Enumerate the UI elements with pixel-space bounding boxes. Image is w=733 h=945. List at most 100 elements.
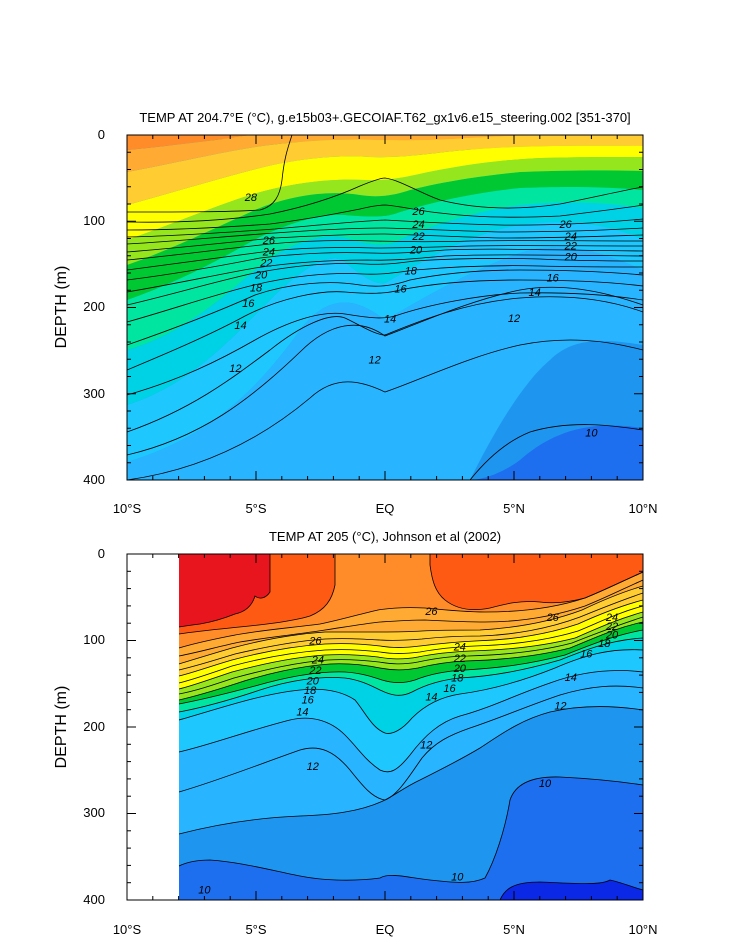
top-isotherm-19 xyxy=(127,254,643,293)
bot-band-below-9 xyxy=(500,880,643,900)
top-band-13-14 xyxy=(127,135,643,405)
top-tick-marks xyxy=(126,134,644,481)
bot-isotherm-25 xyxy=(178,579,643,657)
bot-contour-label-24: 10 xyxy=(539,778,552,790)
bot-x-tick-label-10s: 10°S xyxy=(113,922,142,937)
top-isotherm-14 xyxy=(127,292,643,396)
top-x-tick-label-5s: 5°S xyxy=(245,501,266,516)
bot-isotherm-23 xyxy=(178,592,643,671)
bot-contour-label-9: 24 xyxy=(453,642,466,654)
bot-contour-label-10: 22 xyxy=(453,653,466,665)
bottom-isotherms xyxy=(178,554,643,900)
top-isotherm-10 xyxy=(469,424,643,480)
top-contour-label-11: 22 xyxy=(564,240,577,252)
top-x-tick-label-10s: 10°S xyxy=(113,501,142,516)
top-contour-label-21: 18 xyxy=(250,283,263,295)
top-isotherm-24 xyxy=(127,227,643,245)
top-contour-label-22: 16 xyxy=(242,298,255,310)
top-contour-label-17: 26 xyxy=(262,235,276,247)
bot-isotherm-15 xyxy=(178,637,643,713)
bot-contour-label-13: 16 xyxy=(443,683,456,695)
bot-isotherm-12 xyxy=(178,685,643,801)
top-isotherm-22 xyxy=(127,240,643,261)
top-isotherm-27 xyxy=(127,177,643,223)
bot-isotherm-27 xyxy=(178,554,336,635)
top-contour-label-3: 22 xyxy=(411,231,424,243)
bot-contour-label-14: 14 xyxy=(425,692,437,704)
top-isotherm-28 xyxy=(127,135,293,213)
top-isotherm-11 xyxy=(127,339,643,480)
top-y-axis-label: DEPTH (m) xyxy=(53,266,70,349)
top-contour-label-6: 16 xyxy=(394,284,407,296)
top-x-tick-label-5n: 5°N xyxy=(503,501,525,516)
bot-isotherm-9 xyxy=(499,879,643,900)
top-contour-label-12: 20 xyxy=(564,252,578,264)
top-contour-label-13: 16 xyxy=(547,272,560,284)
bot-contour-label-25: 10 xyxy=(451,872,464,884)
top-y-tick-labels: 0 100 200 300 400 xyxy=(83,127,105,487)
top-contour-label-10: 24 xyxy=(564,231,577,243)
top-contour-field xyxy=(127,135,643,480)
top-isotherm-16 xyxy=(127,269,643,346)
bottom-y-tick-labels: 0 100 200 300 400 xyxy=(83,546,105,907)
bot-contour-label-2: 22 xyxy=(308,665,321,677)
bot-contour-label-4: 18 xyxy=(304,685,317,697)
top-isotherm-17 xyxy=(127,265,643,323)
bottom-contour-field xyxy=(178,554,643,900)
bot-contour-label-11: 20 xyxy=(453,663,467,675)
bot-isotherm-27b xyxy=(429,554,643,610)
bot-contour-label-18: 22 xyxy=(605,621,618,633)
top-isotherm-15 xyxy=(127,279,643,371)
bot-isotherm-18 xyxy=(178,621,643,701)
bot-y-tick-label-0: 0 xyxy=(98,546,105,561)
bot-x-tick-label-10n: 10°N xyxy=(628,922,657,937)
top-y-tick-label-200: 200 xyxy=(83,299,105,314)
bottom-x-tick-labels: 10°S 5°S EQ 5°N 10°N xyxy=(113,922,658,937)
top-contour-label-0: 28 xyxy=(244,192,258,204)
top-panel: TEMP AT 204.7°E (°C), g.e15b03+.GECOIAF.… xyxy=(53,110,658,516)
bot-isotherm-24 xyxy=(178,585,643,665)
top-band-22-24 xyxy=(127,135,643,172)
top-contour-label-24: 12 xyxy=(229,363,241,375)
top-band-15-16 xyxy=(127,135,643,300)
bot-contour-label-0: 26 xyxy=(308,636,322,648)
top-contour-label-16: 10 xyxy=(585,428,598,440)
bot-isotherm-28 xyxy=(178,554,271,628)
bot-x-tick-label-5n: 5°N xyxy=(503,922,525,937)
top-band-18-20 xyxy=(127,135,643,240)
bot-contour-label-23: 12 xyxy=(554,700,566,712)
bot-isotherm-22 xyxy=(178,599,643,677)
bottom-y-axis-label: DEPTH (m) xyxy=(53,686,70,769)
bot-contour-label-12: 18 xyxy=(451,673,464,685)
top-contour-label-5: 18 xyxy=(405,265,418,277)
top-band-12-13 xyxy=(127,135,643,462)
top-contour-label-7: 14 xyxy=(384,314,396,326)
bot-y-tick-label-100: 100 xyxy=(83,632,105,647)
top-isotherm-20 xyxy=(127,248,643,281)
bot-contour-label-19: 20 xyxy=(605,629,619,641)
top-contour-label-2: 24 xyxy=(411,219,424,231)
bot-contour-label-20: 18 xyxy=(598,638,611,650)
bot-contour-label-26: 10 xyxy=(198,885,211,897)
bottom-tick-marks xyxy=(126,553,644,901)
bot-contour-label-1: 24 xyxy=(311,655,324,667)
bot-contour-label-6: 14 xyxy=(296,706,308,718)
bot-y-tick-label-300: 300 xyxy=(83,805,105,820)
bot-isotherm-13 xyxy=(178,670,643,773)
top-contour-label-9: 26 xyxy=(558,219,572,231)
bot-contour-label-7: 12 xyxy=(307,761,319,773)
top-band-16-18 xyxy=(127,135,643,265)
bot-y-tick-label-200: 200 xyxy=(83,719,105,734)
bot-band-26-28 xyxy=(179,554,643,634)
bot-isotherm-26 xyxy=(178,571,643,649)
bot-contour-label-22: 14 xyxy=(565,672,577,684)
bot-isotherm-11 xyxy=(178,706,643,835)
top-contour-label-8: 12 xyxy=(369,354,381,366)
top-contour-label-15: 12 xyxy=(508,313,520,325)
bot-isotherm-19 xyxy=(178,616,643,695)
bottom-panel: TEMP AT 205 (°C), Johnson et al (2002) xyxy=(53,529,658,937)
bot-x-tick-label-eq: EQ xyxy=(376,922,395,937)
top-x-tick-label-10n: 10°N xyxy=(628,501,657,516)
